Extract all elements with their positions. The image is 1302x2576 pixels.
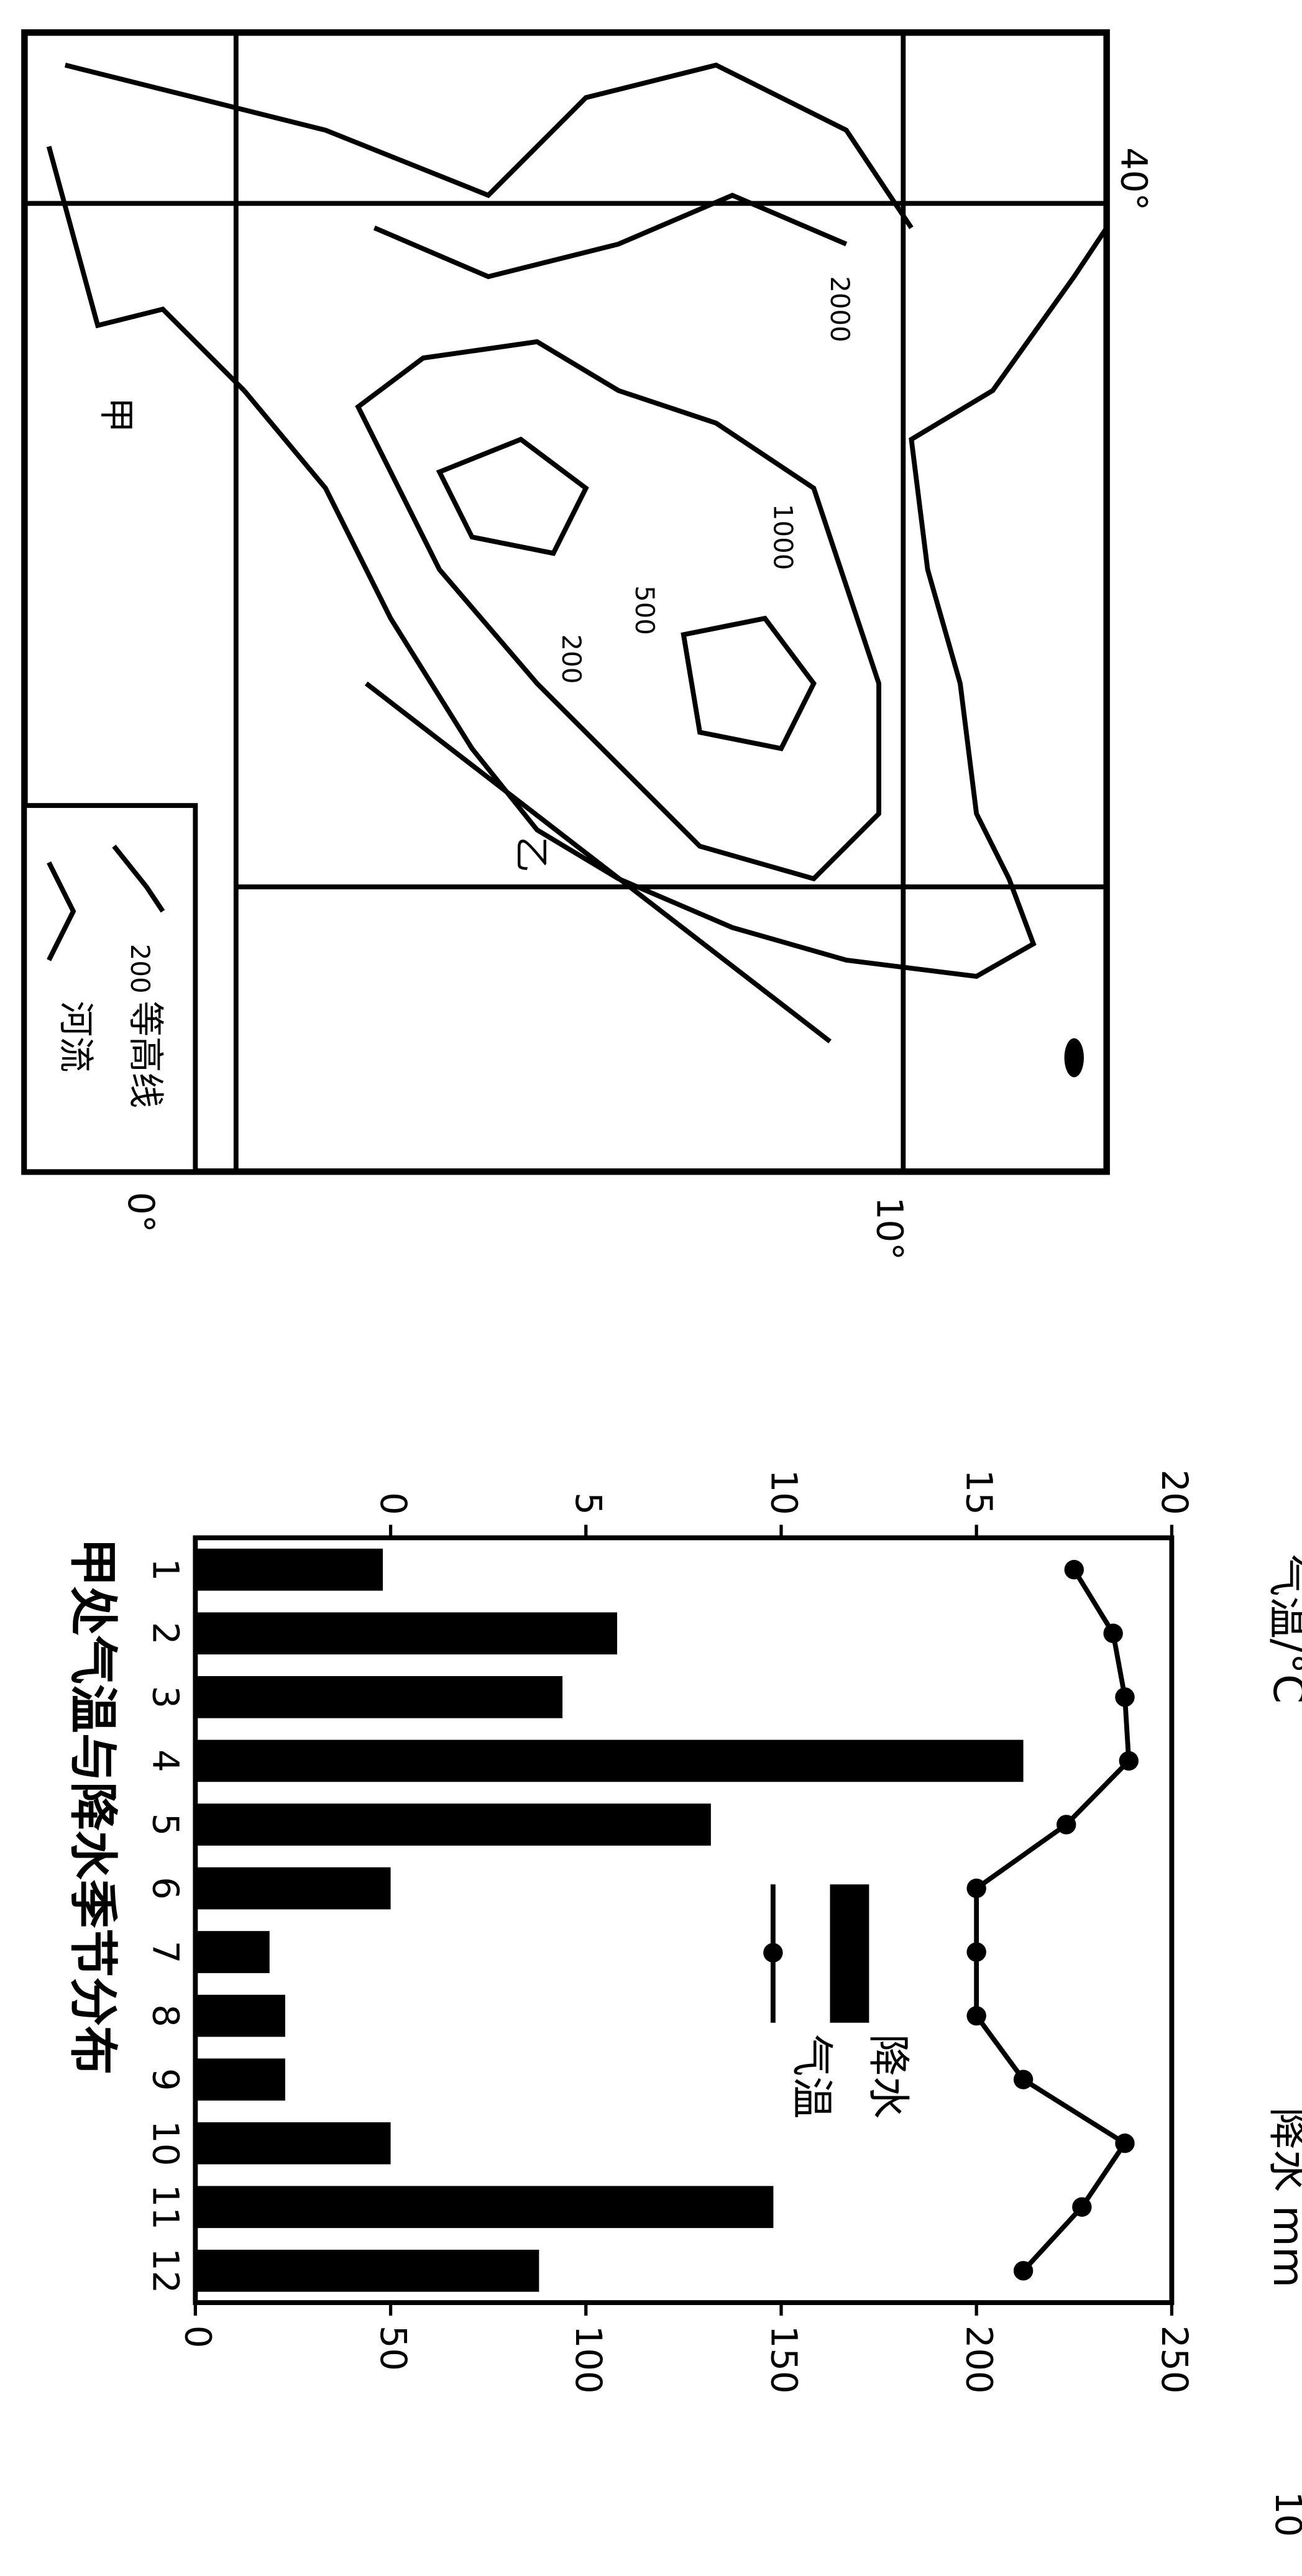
temp-line — [974, 1568, 1132, 2273]
legend-label: 气温 — [787, 2034, 836, 2119]
y-tick-label: 0 — [372, 1492, 414, 1515]
y-tick-label: 15 — [958, 1469, 1000, 1515]
legend-river-label: 河流 — [55, 1001, 96, 1072]
temp-point — [1103, 1623, 1123, 1643]
y2-tick-label: 100 — [567, 2326, 609, 2394]
label-jia: 甲 — [96, 397, 137, 433]
y2-tick-label: 150 — [763, 2326, 804, 2394]
map-frame — [21, 29, 1110, 1175]
legend-river — [47, 861, 76, 961]
temp-point — [966, 2005, 986, 2026]
contour — [681, 615, 817, 751]
x-tick-label: 2 — [144, 1622, 186, 1645]
section-line — [364, 681, 832, 1043]
page-number: 10 — [1267, 2491, 1302, 2537]
bar — [195, 1739, 1024, 1782]
bar — [195, 1804, 711, 1846]
contour — [436, 436, 589, 556]
legend-sample: 200 — [125, 944, 155, 994]
bar — [195, 1675, 563, 1718]
y2-tick-label: 250 — [1153, 2326, 1195, 2394]
contour — [355, 339, 882, 882]
temp-point — [1119, 1751, 1139, 1771]
contour-label: 500 — [630, 585, 660, 635]
x-tick-label: 10 — [144, 2120, 186, 2166]
bar — [195, 2058, 285, 2101]
label-yi: 乙 — [510, 837, 552, 873]
temp-point — [1057, 1815, 1076, 1835]
coastline — [242, 226, 1109, 979]
legend-contour-label: 等高线 — [125, 1001, 167, 1108]
y-tick-label: 5 — [567, 1492, 609, 1515]
bar — [195, 1867, 391, 1910]
y2-tick-label: 0 — [177, 2326, 219, 2349]
y2-axis-title: 降水 mm — [1263, 2107, 1302, 2288]
temp-point — [1072, 2197, 1092, 2217]
lat-label: 10° — [869, 1197, 910, 1260]
legend-label: 降水 — [863, 2034, 912, 2119]
x-tick-label: 1 — [144, 1558, 186, 1581]
x-tick-label: 5 — [144, 1813, 186, 1836]
y2-tick-label: 200 — [958, 2326, 1000, 2394]
bar — [195, 2122, 391, 2165]
contour-label: 1000 — [768, 504, 798, 571]
x-tick-label: 8 — [144, 2004, 186, 2027]
bar — [195, 2249, 539, 2292]
bar — [195, 1994, 285, 2037]
temp-point — [1115, 2134, 1135, 2153]
contour — [373, 192, 848, 280]
x-tick-label: 4 — [144, 1749, 186, 1772]
temp-point — [1013, 2070, 1034, 2089]
contour-label: 2000 — [825, 276, 855, 342]
temp-point — [1115, 1687, 1135, 1707]
y-tick-label: 10 — [763, 1469, 804, 1515]
temp-point — [1064, 1559, 1084, 1580]
contour — [64, 62, 914, 229]
lat-label: 40° — [1112, 147, 1154, 211]
x-tick-label: 6 — [144, 1877, 186, 1900]
y2-tick-label: 50 — [372, 2326, 414, 2371]
x-tick-label: 9 — [144, 2068, 186, 2091]
bar — [195, 1931, 270, 1973]
temp-point — [966, 1878, 986, 1899]
legend-contour — [112, 845, 165, 913]
x-tick-label: 7 — [144, 1941, 186, 1964]
map: 甲 乙 40° 10° 0° 2000 1000 500 200 200 等高线… — [21, 29, 1154, 1260]
x-tick-label: 12 — [144, 2248, 186, 2293]
bar — [195, 1548, 383, 1591]
lon-label: 0° — [120, 1192, 162, 1232]
x-tick-label: 3 — [144, 1685, 186, 1708]
legend-box — [22, 803, 198, 1175]
bar — [195, 1612, 618, 1655]
y-axis-title: 气温/°C — [1263, 1554, 1302, 1704]
contour-label: 200 — [556, 635, 587, 684]
y-tick-label: 20 — [1153, 1469, 1195, 1515]
temp-point — [966, 1942, 986, 1962]
chart-title: 甲处气温与降水季节分布 — [65, 1538, 122, 2074]
temp-point — [1013, 2261, 1034, 2281]
bar — [195, 2186, 774, 2229]
plot-frame — [193, 1535, 1175, 2306]
island — [1064, 1038, 1084, 1078]
x-tick-label: 11 — [144, 2184, 186, 2230]
river — [46, 145, 246, 393]
legend-swatch — [763, 1943, 783, 1963]
legend-swatch — [830, 1884, 869, 2023]
